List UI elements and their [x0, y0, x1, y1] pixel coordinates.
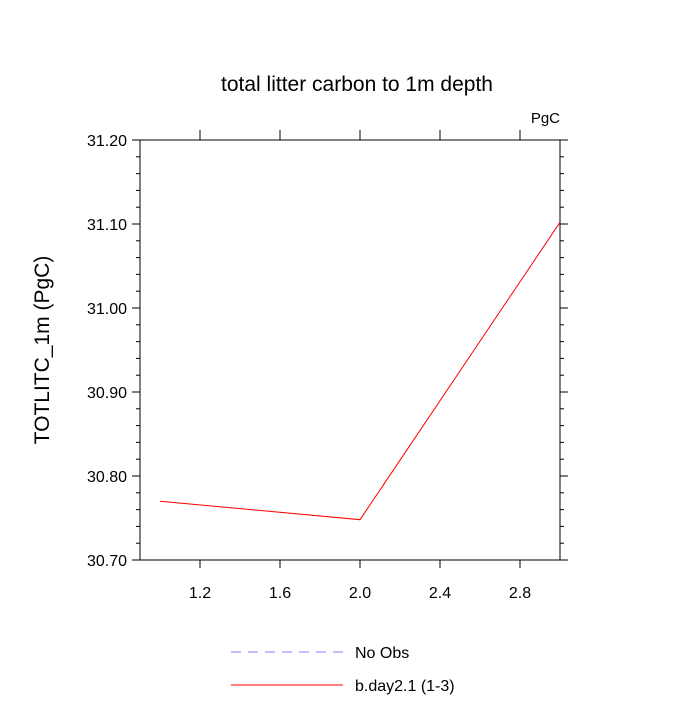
x-tick-label: 2.8	[509, 585, 531, 602]
y-tick-label: 31.00	[87, 301, 127, 318]
x-tick-label: 2.4	[429, 585, 451, 602]
units-label: PgC	[531, 110, 560, 127]
y-axis-label: TOTLITC_1m (PgC)	[31, 256, 54, 445]
legend-label: b.day2.1 (1-3)	[355, 678, 455, 695]
legend-label: No Obs	[355, 645, 409, 662]
y-ticks: 30.70 30.80 30.90 31.00 31.10 31.20	[87, 133, 568, 570]
y-tick-label: 30.80	[87, 469, 127, 486]
x-tick-label: 1.2	[189, 585, 211, 602]
legend: No Obs b.day2.1 (1-3)	[231, 645, 455, 695]
y-tick-label: 30.70	[87, 553, 127, 570]
series-lines	[159, 222, 561, 521]
y-tick-label: 30.90	[87, 385, 127, 402]
x-tick-label: 2.0	[349, 585, 371, 602]
x-ticks: 1.2 1.6 2.0 2.4 2.8	[189, 130, 531, 602]
y-tick-label: 31.10	[87, 217, 127, 234]
chart-title: total litter carbon to 1m depth	[221, 73, 493, 96]
y-tick-label: 31.20	[87, 133, 127, 150]
plot-frame	[139, 139, 561, 561]
series-line	[159, 222, 561, 521]
x-tick-label: 1.6	[269, 585, 291, 602]
